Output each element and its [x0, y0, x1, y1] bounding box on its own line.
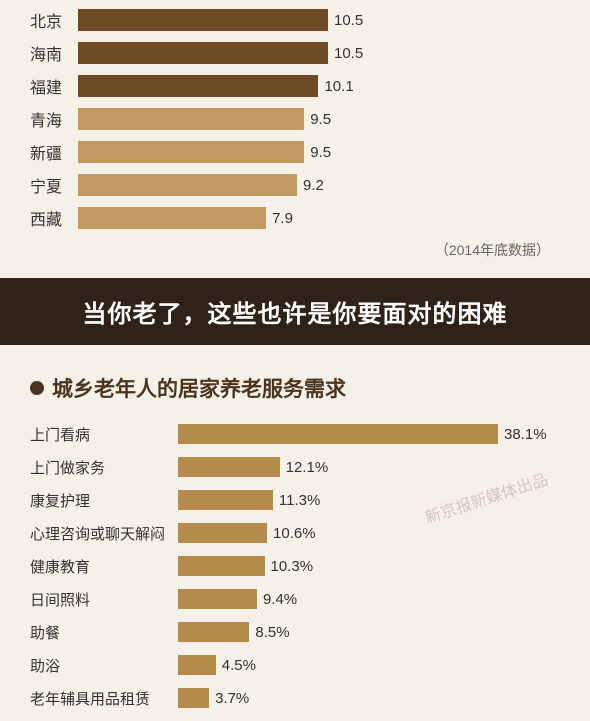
chart1-row: 福建 10.1 — [30, 74, 560, 98]
chart1-bar — [78, 42, 328, 64]
chart1-row: 海南 10.5 — [30, 41, 560, 65]
chart2-row: 老年辅具用品租赁 3.7% — [30, 687, 560, 709]
chart1-value: 9.5 — [310, 111, 331, 128]
chart1-row: 青海 9.5 — [30, 107, 560, 131]
chart2-bar — [178, 688, 209, 708]
chart2-row: 助浴 4.5% — [30, 654, 560, 676]
chart1-footnote: （2014年底数据） — [0, 240, 590, 260]
chart1-label: 北京 — [30, 8, 76, 32]
chart2-label: 助浴 — [30, 655, 178, 676]
chart2-bar — [178, 457, 280, 477]
chart1-label: 西藏 — [30, 206, 76, 230]
chart1-bar — [78, 108, 304, 130]
chart2-label: 心理咨询或聊天解闷 — [30, 523, 178, 544]
chart2-row: 上门做家务 12.1% — [30, 456, 560, 478]
chart1-value: 10.5 — [334, 12, 363, 29]
chart1-bar — [78, 75, 318, 97]
chart2-value: 12.1% — [286, 459, 329, 476]
chart1-label: 海南 — [30, 41, 76, 65]
chart2-value: 4.5% — [222, 657, 256, 674]
chart2-bar — [178, 655, 216, 675]
chart1-label: 宁夏 — [30, 173, 76, 197]
chart2-row: 助餐 8.5% — [30, 621, 560, 643]
chart1-row: 新疆 9.5 — [30, 140, 560, 164]
chart2-value: 8.5% — [255, 624, 289, 641]
chart2-value: 10.6% — [273, 525, 316, 542]
section-title-text: 城乡老年人的居家养老服务需求 — [52, 373, 346, 403]
chart2-label: 日间照料 — [30, 589, 178, 610]
chart2-row: 上门看病 38.1% — [30, 423, 560, 445]
chart2-label: 康复护理 — [30, 490, 178, 511]
chart2-value: 9.4% — [263, 591, 297, 608]
chart2-value: 38.1% — [504, 426, 547, 443]
chart2-label: 健康教育 — [30, 556, 178, 577]
chart2-value: 3.7% — [215, 690, 249, 707]
chart1-value: 10.5 — [334, 45, 363, 62]
chart1-bar — [78, 9, 328, 31]
chart1-row: 北京 10.5 — [30, 8, 560, 32]
chart2-row: 日间照料 9.4% — [30, 588, 560, 610]
chart2-bar — [178, 490, 273, 510]
chart2-bar — [178, 622, 249, 642]
chart2-label: 助餐 — [30, 622, 178, 643]
service-demand-bar-chart: 上门看病 38.1% 上门做家务 12.1% 康复护理 11.3% 心理咨询或聊天解闷 10.… — [0, 423, 590, 709]
chart1-bar — [78, 174, 297, 196]
chart1-value: 9.2 — [303, 177, 324, 194]
bullet-icon — [30, 381, 44, 395]
chart2-value: 10.3% — [271, 558, 314, 575]
chart1-value: 7.9 — [272, 210, 293, 227]
section-title: 城乡老年人的居家养老服务需求 — [0, 345, 590, 423]
chart1-value: 10.1 — [324, 78, 353, 95]
chart2-value: 11.3% — [279, 492, 320, 509]
chart2-row: 心理咨询或聊天解闷 10.6% — [30, 522, 560, 544]
chart1-label: 新疆 — [30, 140, 76, 164]
chart2-bar — [178, 424, 498, 444]
section-banner: 当你老了，这些也许是你要面对的困难 — [0, 278, 590, 345]
chart2-label: 老年辅具用品租赁 — [30, 688, 178, 709]
chart1-row: 西藏 7.9 — [30, 206, 560, 230]
chart2-bar — [178, 556, 265, 576]
chart1-row: 宁夏 9.2 — [30, 173, 560, 197]
chart2-row: 康复护理 11.3% — [30, 489, 560, 511]
chart2-bar — [178, 589, 257, 609]
chart1-bar — [78, 207, 266, 229]
chart1-label: 福建 — [30, 74, 76, 98]
chart2-bar — [178, 523, 267, 543]
region-bar-chart: 北京 10.5 海南 10.5 福建 10.1 青海 9.5 新疆 9.5 宁夏 9.2 西藏 7.9 — [0, 0, 590, 230]
chart1-value: 9.5 — [310, 144, 331, 161]
chart1-bar — [78, 141, 304, 163]
chart2-label: 上门看病 — [30, 424, 178, 445]
chart2-row: 健康教育 10.3% — [30, 555, 560, 577]
chart1-label: 青海 — [30, 107, 76, 131]
chart2-label: 上门做家务 — [30, 457, 178, 478]
